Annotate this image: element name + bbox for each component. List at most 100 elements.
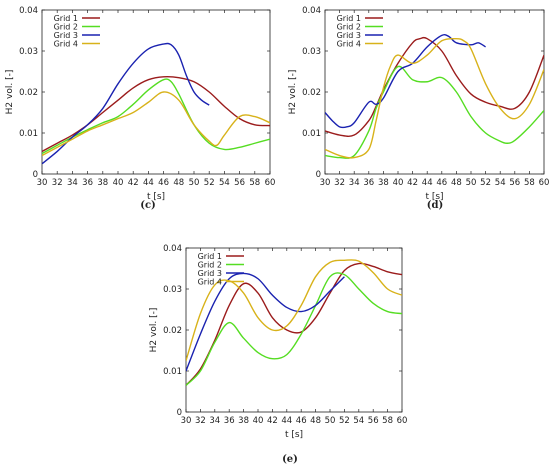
x-tick-label: 30 xyxy=(181,416,192,426)
x-tick-label: 56 xyxy=(234,178,245,188)
x-tick-label: 32 xyxy=(334,178,345,188)
panel-caption: (c) xyxy=(140,200,156,211)
series-line-grid-3 xyxy=(186,272,345,372)
x-tick-label: 40 xyxy=(393,178,404,188)
x-tick-label: 46 xyxy=(296,416,307,426)
chart-panel-e: 30 32 34 36 38 40 42 44 46 48 50 52 54 56 58 60 0 0.01 0.0… xyxy=(149,244,407,465)
y-tick-label: 0.04 xyxy=(163,244,182,254)
x-tick-label: 60 xyxy=(397,416,408,426)
y-tick-label: 0 xyxy=(316,170,321,180)
chart-panel-c: 30 32 34 36 38 40 42 44 46 48 50 52 54 56 58 60 0 0.01 0.0… xyxy=(5,6,275,211)
x-tick-label: 46 xyxy=(158,178,169,188)
x-tick-label: 34 xyxy=(67,178,78,188)
x-tick-label: 52 xyxy=(480,178,491,188)
y-tick-label: 0.02 xyxy=(163,326,182,336)
legend-label: Grid 2 xyxy=(54,23,78,32)
x-tick-label: 44 xyxy=(281,416,292,426)
x-tick-label: 44 xyxy=(143,178,154,188)
x-axis-label: t [s] xyxy=(425,192,443,202)
x-tick-label: 38 xyxy=(238,416,249,426)
legend-label: Grid 1 xyxy=(198,252,222,261)
x-tick-label: 30 xyxy=(320,178,331,188)
x-tick-label: 52 xyxy=(339,416,350,426)
x-tick-label: 38 xyxy=(97,178,108,188)
x-tick-label: 40 xyxy=(253,416,264,426)
x-tick-label: 30 xyxy=(37,178,48,188)
x-tick-label: 58 xyxy=(249,178,260,188)
x-tick-label: 32 xyxy=(195,416,206,426)
series-line-grid-4 xyxy=(186,259,402,361)
x-axis-label: t [s] xyxy=(285,430,303,440)
series-line-grid-2 xyxy=(42,78,270,155)
x-tick-label: 54 xyxy=(353,416,364,426)
series-line-grid-1 xyxy=(42,75,270,153)
x-tick-label: 60 xyxy=(265,178,276,188)
legend-label: Grid 3 xyxy=(198,269,222,278)
x-tick-label: 42 xyxy=(407,178,418,188)
panel-caption: (d) xyxy=(427,200,443,211)
series-line-grid-2 xyxy=(325,65,544,159)
y-axis-label: H2 vol. [-] xyxy=(288,70,298,115)
series-line-grid-3 xyxy=(325,34,486,129)
x-tick-label: 52 xyxy=(204,178,215,188)
series-line-grid-4 xyxy=(325,37,544,159)
legend-label: Grid 2 xyxy=(198,261,222,270)
x-tick-label: 36 xyxy=(363,178,374,188)
series-line-grid-1 xyxy=(325,36,544,137)
x-tick-label: 46 xyxy=(436,178,447,188)
y-axis-label: H2 vol. [-] xyxy=(149,308,159,353)
series-line-grid-4 xyxy=(42,91,270,157)
y-tick-label: 0.04 xyxy=(302,6,321,16)
series-line-grid-3 xyxy=(42,42,210,165)
y-tick-label: 0 xyxy=(33,170,38,180)
x-tick-label: 50 xyxy=(466,178,477,188)
panel-caption: (e) xyxy=(282,454,298,465)
x-tick-label: 60 xyxy=(539,178,550,188)
y-tick-label: 0 xyxy=(177,408,182,418)
y-tick-label: 0.03 xyxy=(19,47,38,57)
y-tick-label: 0.01 xyxy=(19,129,38,139)
x-tick-label: 42 xyxy=(267,416,278,426)
y-tick-label: 0.01 xyxy=(163,367,182,377)
x-tick-label: 58 xyxy=(524,178,535,188)
x-tick-label: 50 xyxy=(325,416,336,426)
x-tick-label: 58 xyxy=(382,416,393,426)
chart-panel-d: 30 32 34 36 38 40 42 44 46 48 50 52 54 56 58 6000.010.0… xyxy=(288,6,549,211)
x-tick-label: 56 xyxy=(509,178,520,188)
series-line-grid-1 xyxy=(186,262,402,386)
x-axis-label: t [s] xyxy=(147,192,165,202)
x-tick-label: 48 xyxy=(173,178,184,188)
y-tick-label: 0.01 xyxy=(302,129,321,139)
x-tick-label: 36 xyxy=(82,178,93,188)
x-tick-label: 34 xyxy=(209,416,220,426)
x-tick-label: 44 xyxy=(422,178,433,188)
legend-label: Grid 4 xyxy=(198,278,222,287)
y-tick-label: 0.04 xyxy=(19,6,38,16)
x-tick-label: 48 xyxy=(451,178,462,188)
x-tick-label: 56 xyxy=(368,416,379,426)
x-tick-label: 50 xyxy=(189,178,200,188)
x-tick-label: 38 xyxy=(378,178,389,188)
legend-label: Grid 4 xyxy=(337,40,361,49)
legend-label: Grid 3 xyxy=(54,31,78,40)
legend-label: Grid 1 xyxy=(54,14,78,23)
x-tick-label: 40 xyxy=(113,178,124,188)
y-tick-label: 0.03 xyxy=(163,285,182,295)
x-tick-label: 36 xyxy=(224,416,235,426)
x-tick-label: 42 xyxy=(128,178,139,188)
series-line-grid-2 xyxy=(186,272,402,386)
x-tick-label: 32 xyxy=(52,178,63,188)
x-tick-label: 34 xyxy=(349,178,360,188)
y-tick-label: 0.02 xyxy=(302,88,321,98)
y-tick-label: 0.03 xyxy=(302,47,321,57)
legend-label: Grid 1 xyxy=(337,14,361,23)
legend-label: Grid 3 xyxy=(337,31,361,40)
y-tick-label: 0.02 xyxy=(19,88,38,98)
x-tick-label: 48 xyxy=(310,416,321,426)
legend-label: Grid 2 xyxy=(337,23,361,32)
x-tick-label: 54 xyxy=(219,178,230,188)
legend-label: Grid 4 xyxy=(54,40,78,49)
y-axis-label: H2 vol. [-] xyxy=(5,70,15,115)
x-tick-label: 54 xyxy=(495,178,506,188)
